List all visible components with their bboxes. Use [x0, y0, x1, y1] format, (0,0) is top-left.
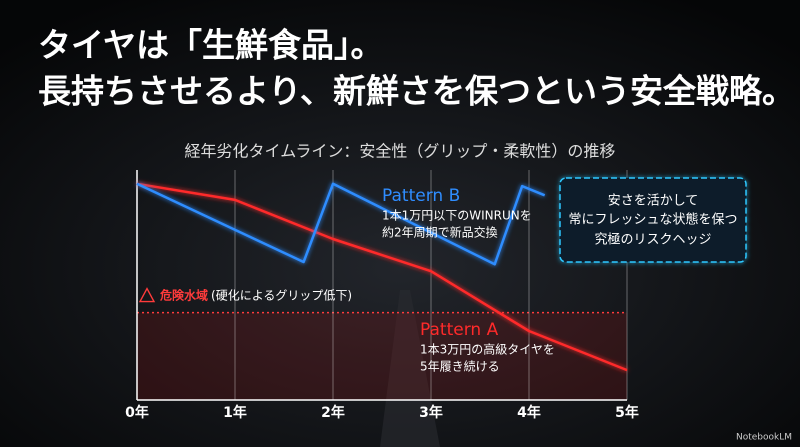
danger-label: 危険水域 (硬化によるグリップ低下)	[159, 287, 352, 302]
callout-text: 安さを活かして	[608, 194, 699, 209]
callout-box	[559, 177, 747, 263]
series-label: Pattern B	[382, 186, 460, 206]
callout-text: 常にフレッシュな状態を保つ	[568, 212, 737, 228]
warning-icon	[138, 287, 156, 303]
series-note: 1本3万円の高級タイヤを	[420, 342, 555, 357]
series-line	[136, 182, 546, 266]
title-line: 長持ちさせるより、新鮮さを保つという安全戦略。	[38, 72, 795, 111]
x-tick-label: 3年	[419, 404, 443, 421]
x-tick-label: 1年	[223, 404, 247, 421]
road	[380, 290, 440, 447]
series-note: 1本1万円以下のWINRUNを	[382, 209, 532, 223]
watermark: NotebookLM	[736, 433, 792, 443]
x-tick-label: 4年	[517, 404, 541, 421]
x-tick-label: 0年	[125, 404, 149, 421]
x-tick-label: 2年	[321, 404, 345, 421]
series-label: Pattern A	[420, 320, 499, 340]
danger-title: 危険水域	[159, 287, 208, 302]
series-line	[136, 182, 628, 372]
x-tick-label: 5年	[615, 404, 639, 421]
series-note: 5年履き続ける	[420, 360, 500, 374]
chart: 危険水域 (硬化によるグリップ低下) 0年 1年 2年 3年 4年 5年 Pattern A 1本…	[125, 170, 639, 421]
title-line: タイヤは「生鮮食品」。	[38, 26, 384, 65]
chart-title: 経年劣化タイムライン：安全性（グリップ・柔軟性）の推移	[185, 142, 616, 161]
series-note: 約2年周期で新品交換	[382, 225, 498, 240]
danger-note: (硬化によるグリップ低下)	[211, 288, 352, 302]
callout-text: 究極のリスクヘッジ	[594, 232, 711, 248]
danger-zone	[137, 312, 627, 400]
